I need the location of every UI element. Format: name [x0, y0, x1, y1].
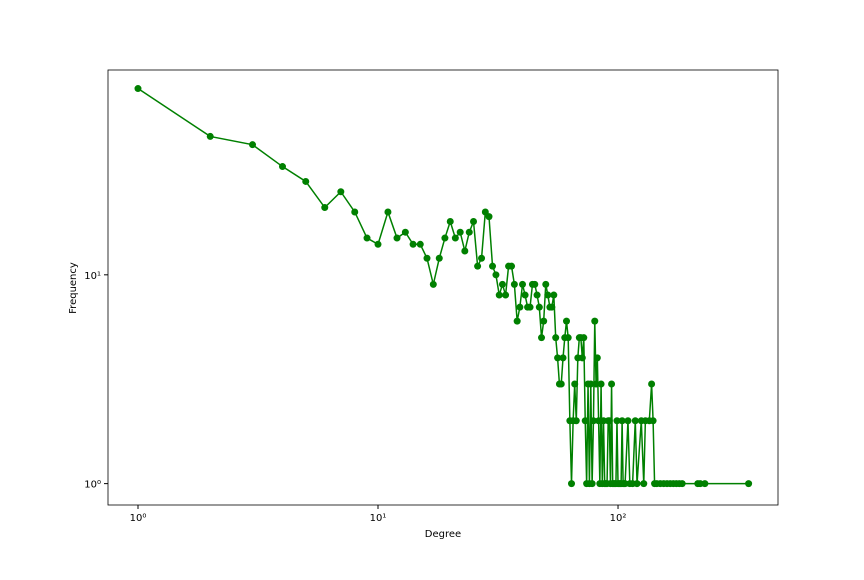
x-tick-label: 10²	[610, 513, 627, 524]
point	[492, 271, 500, 279]
point	[648, 380, 656, 388]
point	[278, 163, 286, 171]
point	[535, 303, 543, 311]
point	[451, 234, 459, 242]
point	[589, 417, 597, 425]
point	[456, 228, 464, 236]
line	[137, 87, 749, 485]
point	[540, 317, 548, 325]
point	[538, 334, 546, 342]
y-axis-label: Frequency	[68, 262, 79, 314]
point	[337, 188, 345, 196]
point	[587, 380, 595, 388]
point	[588, 480, 596, 488]
point	[548, 303, 556, 311]
point	[554, 354, 562, 362]
point	[595, 417, 603, 425]
point	[521, 291, 529, 299]
point	[542, 280, 550, 288]
x-axis-label: Degree	[425, 529, 461, 540]
point	[519, 280, 527, 288]
point	[533, 291, 541, 299]
point	[745, 480, 753, 488]
point	[461, 247, 469, 255]
y-tick-label: 10¹	[84, 271, 101, 282]
point	[249, 141, 257, 149]
point	[470, 218, 478, 226]
point	[557, 380, 565, 388]
point	[441, 234, 449, 242]
point	[544, 291, 552, 299]
point	[633, 480, 641, 488]
point	[562, 317, 570, 325]
point	[502, 291, 510, 299]
point	[384, 208, 392, 216]
point	[701, 480, 709, 488]
point	[559, 354, 567, 362]
point	[401, 228, 409, 236]
point	[618, 417, 626, 425]
point	[302, 177, 310, 185]
y-tick-label: 10⁰	[84, 480, 101, 491]
point	[134, 85, 142, 93]
point	[678, 480, 686, 488]
point	[351, 208, 359, 216]
point	[474, 262, 482, 270]
point	[597, 380, 605, 388]
point	[624, 417, 632, 425]
point	[613, 417, 621, 425]
point	[321, 204, 329, 212]
point	[485, 213, 493, 221]
point	[429, 280, 437, 288]
point	[605, 417, 613, 425]
point	[363, 234, 371, 242]
point	[435, 254, 443, 262]
point	[409, 240, 417, 248]
point	[571, 380, 579, 388]
x-tick-label: 10¹	[370, 513, 387, 524]
point	[564, 334, 572, 342]
point	[206, 132, 214, 140]
point	[478, 254, 486, 262]
point	[374, 240, 382, 248]
point	[498, 280, 506, 288]
point	[508, 262, 516, 270]
point	[416, 240, 424, 248]
point	[592, 380, 600, 388]
point	[495, 291, 503, 299]
point	[591, 317, 599, 325]
point	[465, 228, 473, 236]
point	[572, 417, 580, 425]
x-tick-label: 10⁰	[130, 513, 147, 524]
point	[423, 254, 431, 262]
point	[550, 291, 558, 299]
point	[640, 480, 648, 488]
point	[393, 234, 401, 242]
point	[580, 334, 588, 342]
point	[578, 354, 586, 362]
point	[593, 354, 601, 362]
point	[513, 317, 521, 325]
point	[649, 417, 657, 425]
point	[516, 303, 524, 311]
point	[489, 262, 497, 270]
point	[631, 417, 639, 425]
point	[581, 417, 589, 425]
point	[446, 218, 454, 226]
point	[526, 303, 534, 311]
plot-frame	[107, 69, 779, 506]
point	[568, 480, 576, 488]
point	[531, 280, 539, 288]
point	[552, 334, 560, 342]
point	[510, 280, 518, 288]
point	[608, 380, 616, 388]
